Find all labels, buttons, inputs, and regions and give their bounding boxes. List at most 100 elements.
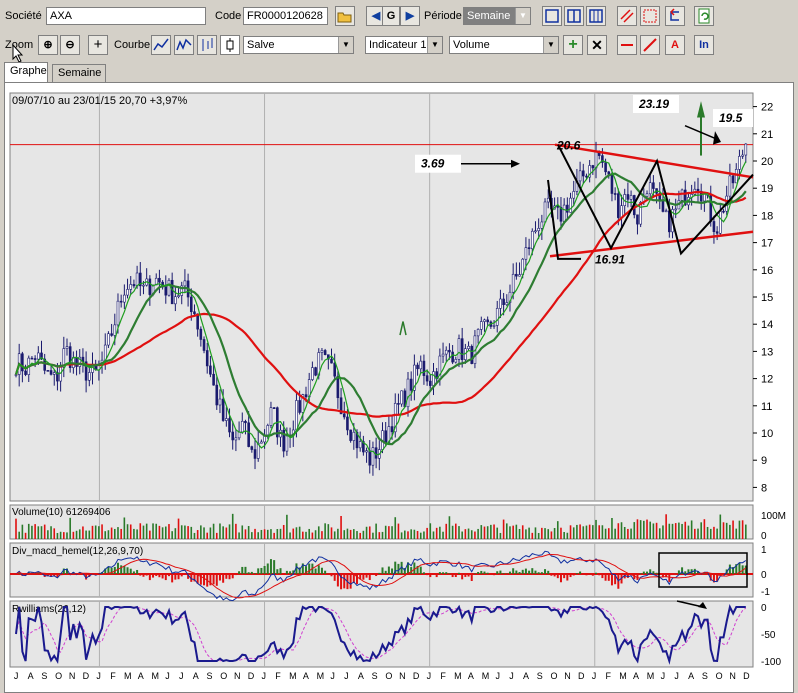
- macd-histogram-bar: [681, 567, 684, 574]
- month-label: F: [110, 671, 116, 681]
- macd-histogram-bar: [544, 569, 547, 574]
- price-tick-label: 20: [761, 156, 773, 168]
- volume-bar: [528, 527, 530, 539]
- month-label: M: [124, 671, 132, 681]
- macd-histogram-bar: [601, 574, 604, 579]
- volume-bar: [174, 528, 177, 539]
- code-input[interactable]: FR0000120628: [243, 7, 328, 25]
- candle-body: [365, 450, 368, 453]
- macd-histogram-bar: [273, 560, 276, 574]
- chart-area[interactable]: 22 21 20 19 18 17 16 15 14 13 12 11 10 9 8 J A S O N D J F M A M J…: [4, 82, 794, 693]
- volume-bar: [47, 530, 49, 539]
- candle-body: [116, 300, 120, 326]
- zoom-out-button[interactable]: ⊖: [60, 35, 80, 55]
- add-indicator-button[interactable]: +: [563, 35, 583, 55]
- zigzag-chart-icon: [176, 38, 192, 51]
- candle-body: [390, 426, 394, 433]
- indicator-select[interactable]: Volume ▼: [449, 36, 559, 54]
- crosshair-icon: +: [93, 36, 103, 53]
- williams-tick-label: -100: [761, 657, 781, 668]
- area-chart-button[interactable]: [174, 35, 194, 55]
- peak-label: 20.6: [556, 139, 581, 153]
- candle-body: [40, 352, 43, 360]
- price-tick-label: 12: [761, 374, 773, 386]
- candle-body: [103, 344, 107, 361]
- volume-bar: [483, 526, 486, 539]
- macd-histogram-bar: [384, 570, 387, 574]
- macd-histogram-bar: [113, 566, 116, 574]
- volume-bar: [113, 528, 116, 539]
- chevron-down-icon[interactable]: ▼: [427, 37, 442, 53]
- trend-line-button[interactable]: [640, 35, 660, 55]
- volume-bar: [455, 523, 457, 539]
- open-folder-button[interactable]: [335, 6, 355, 26]
- split-window-button[interactable]: [564, 6, 584, 26]
- volume-bar: [63, 532, 65, 539]
- volume-bar: [40, 526, 43, 539]
- macd-histogram-bar: [572, 574, 575, 576]
- tab-graphe[interactable]: Graphe: [4, 62, 48, 82]
- price-tick-label: 8: [761, 482, 767, 494]
- bar-chart-button[interactable]: [197, 35, 217, 55]
- candle-body: [272, 407, 276, 409]
- volume-bar: [490, 524, 492, 539]
- macd-histogram-bar: [598, 574, 601, 576]
- macd-histogram-bar: [426, 574, 429, 576]
- candle-body: [581, 170, 585, 177]
- courbe-label: Courbe: [114, 39, 151, 51]
- refresh-button[interactable]: [694, 6, 714, 26]
- candle-body: [174, 296, 177, 305]
- macd-tick-label: 0: [761, 570, 767, 581]
- parallel-lines-button[interactable]: [617, 6, 637, 26]
- volume-bar: [270, 529, 272, 539]
- candle-body: [368, 450, 372, 466]
- macd-histogram-bar: [110, 567, 113, 574]
- undo-button[interactable]: [665, 6, 685, 26]
- macd-histogram-bar: [591, 574, 594, 576]
- periode-select[interactable]: Semaine ▼: [463, 7, 531, 25]
- chart-style-select[interactable]: Salve ▼: [243, 36, 354, 54]
- grid-button[interactable]: [640, 6, 660, 26]
- societe-input[interactable]: AXA: [46, 7, 206, 25]
- candle-body: [110, 333, 113, 336]
- macd-histogram-bar: [72, 572, 75, 574]
- month-label: A: [193, 671, 199, 681]
- candle-body: [30, 357, 34, 360]
- candle-body: [65, 346, 69, 349]
- volume-bar: [467, 528, 470, 539]
- candle-body: [409, 378, 413, 391]
- candle-body: [314, 367, 317, 376]
- indicator-slot-select[interactable]: Indicateur 1 ▼: [365, 36, 443, 54]
- remove-indicator-button[interactable]: ✕: [587, 35, 607, 55]
- candle-body: [177, 295, 180, 298]
- horizontal-line-button[interactable]: [617, 35, 637, 55]
- info-button[interactable]: In: [694, 35, 714, 55]
- go-button[interactable]: G: [382, 6, 400, 26]
- tab-semaine[interactable]: Semaine: [52, 64, 106, 82]
- chevron-down-icon[interactable]: ▼: [543, 37, 558, 53]
- candle-body: [476, 329, 480, 337]
- volume-bar: [257, 532, 260, 539]
- crosshair-button[interactable]: +: [88, 35, 108, 55]
- text-tool-button[interactable]: A: [665, 35, 685, 55]
- month-label: O: [220, 671, 227, 681]
- next-button[interactable]: ▶: [400, 6, 420, 26]
- volume-bar: [560, 527, 562, 539]
- candlestick-button[interactable]: [220, 35, 240, 55]
- candle-body: [301, 394, 305, 413]
- chevron-down-icon[interactable]: ▼: [338, 37, 353, 53]
- candle-body: [129, 284, 133, 290]
- single-window-button[interactable]: [542, 6, 562, 26]
- zoom-in-button[interactable]: ⊕: [38, 35, 58, 55]
- volume-bar: [397, 523, 400, 539]
- triple-window-button[interactable]: [586, 6, 606, 26]
- month-label: O: [55, 671, 62, 681]
- macd-histogram-bar: [499, 570, 502, 574]
- chevron-down-icon[interactable]: ▼: [515, 8, 530, 24]
- month-label: N: [69, 671, 76, 681]
- macd-histogram-bar: [419, 566, 422, 574]
- line-chart-button[interactable]: [151, 35, 171, 55]
- macd-histogram-bar: [442, 572, 445, 574]
- candle-body: [518, 274, 521, 277]
